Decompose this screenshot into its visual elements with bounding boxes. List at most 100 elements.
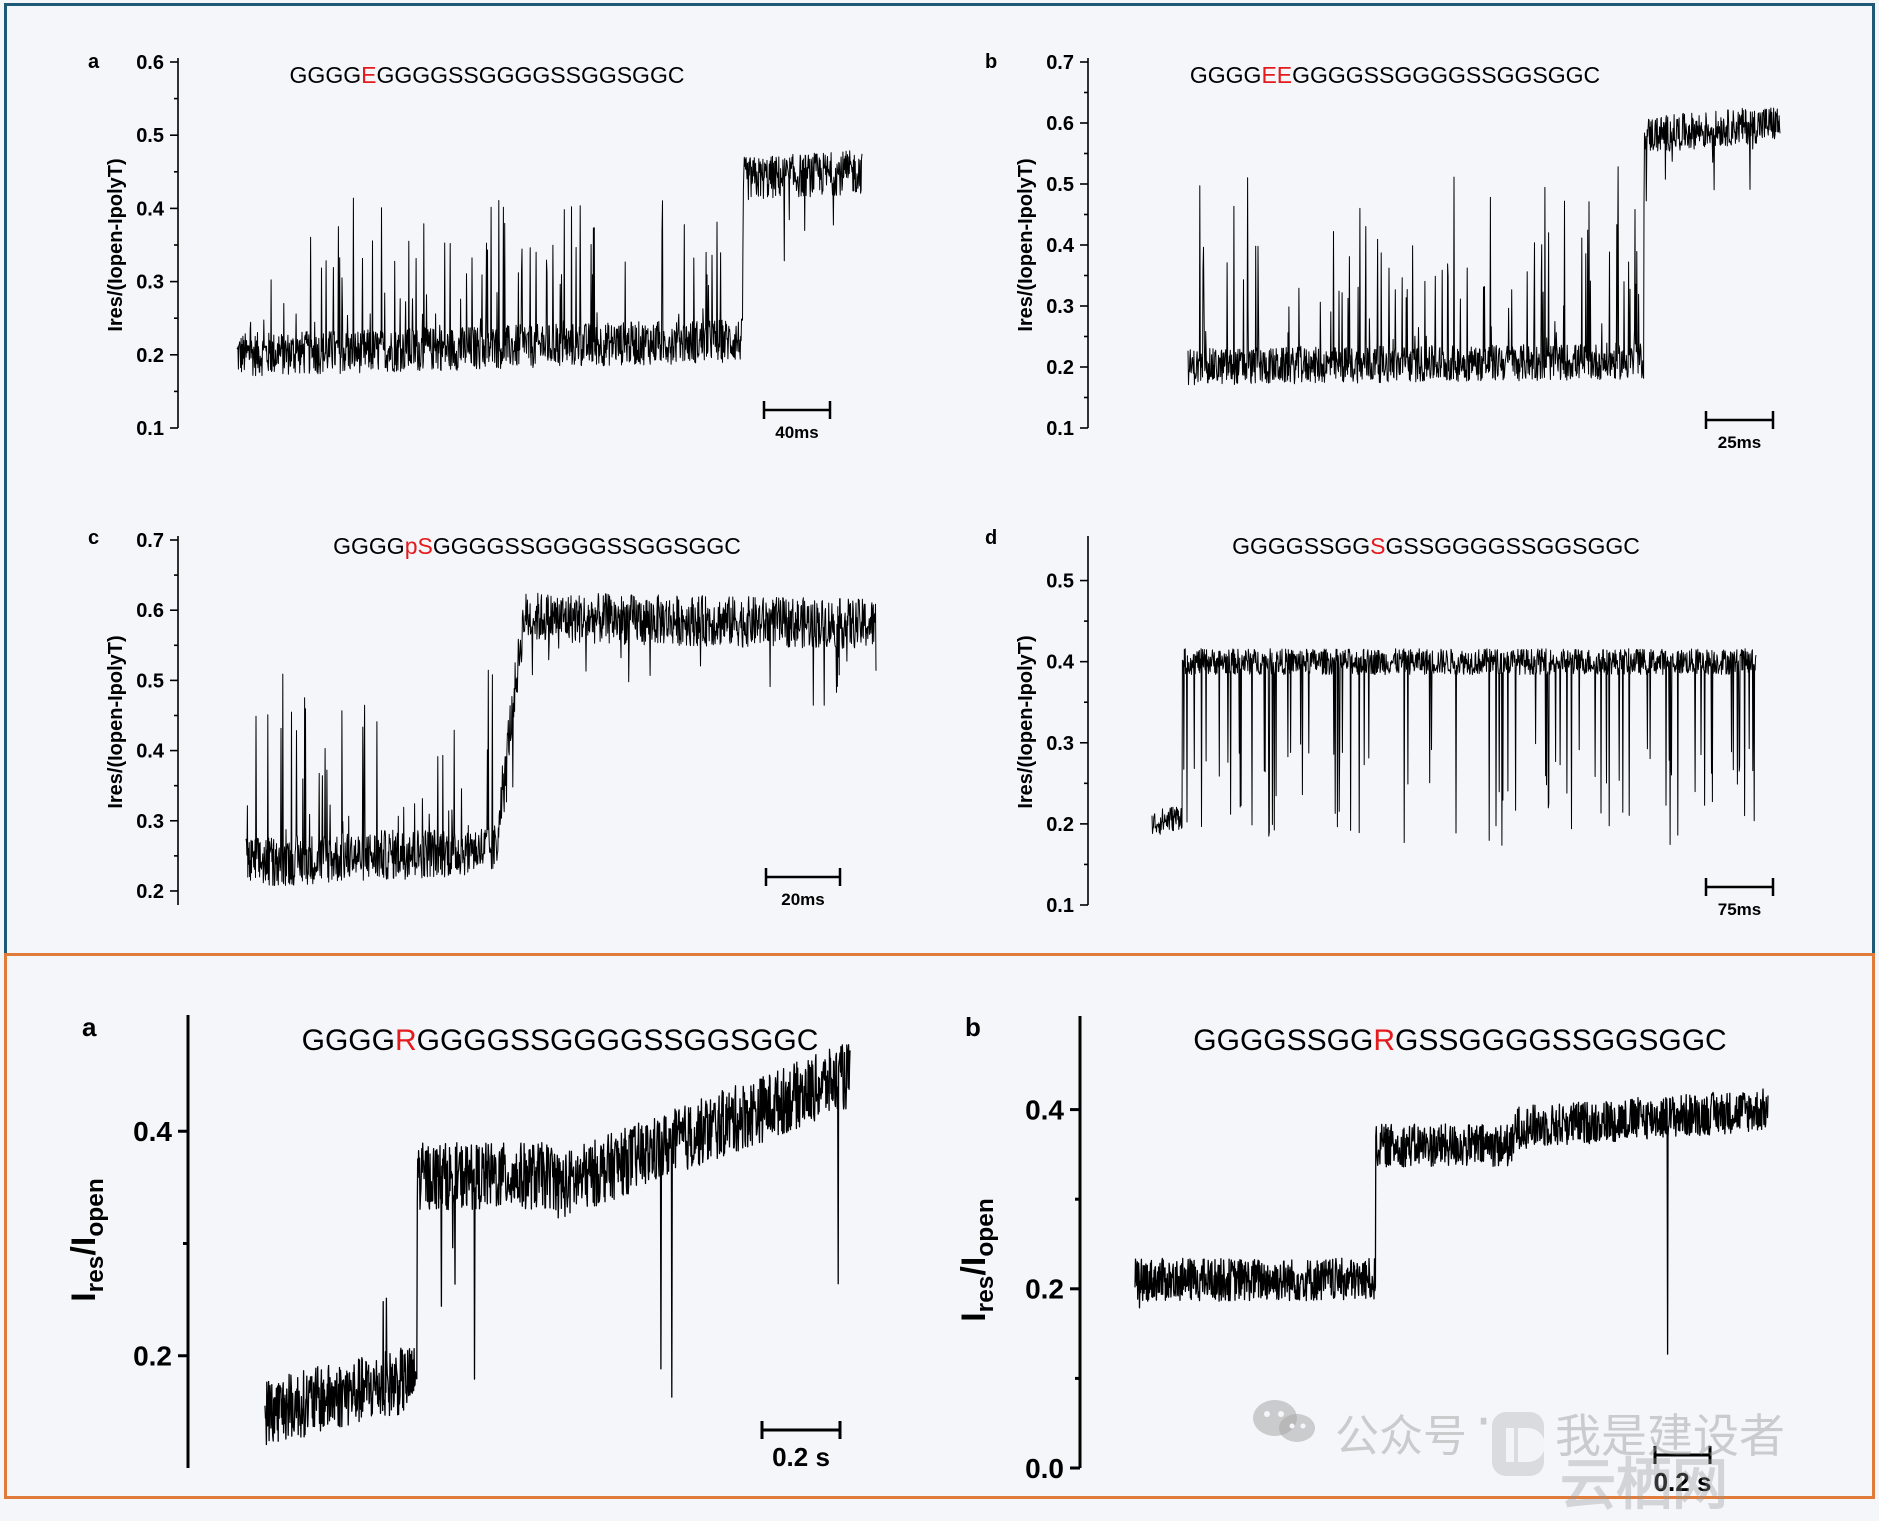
y-label-sub-open: open [972,1198,999,1256]
current-trace [264,1044,851,1446]
chart-panel-top-b: b GGGGEEGGGGSSGGGGSSGGSGGC 0.1 0.2 0.3 0.4 0.5… [985,51,1781,452]
current-trace [236,150,863,377]
y-tick-label: 0.3 [136,272,164,294]
panel-letter: d [985,527,997,549]
y-tick-label: 0.4 [133,1116,172,1147]
current-trace [245,592,877,886]
y-tick-label: 0.4 [136,198,165,220]
y-axis-label: Ires/(Iopen-IpolyT) [1015,635,1037,808]
y-tick-label: 0.3 [1046,733,1074,755]
bottom-figure-frame [4,953,1875,1499]
y-tick-label: 0.2 [1046,357,1074,379]
y-tick-label: 0.2 [1046,814,1074,836]
sequence-prefix: GGGG [1190,62,1262,88]
y-axis-label: Ires/(Iopen-IpolyT) [105,158,127,331]
current-trace [1187,107,1781,386]
y-tick-label: 0.2 [133,1341,172,1372]
y-tick-label: 0.7 [1046,52,1074,74]
y-tick-label: 0.3 [136,811,164,833]
y-label-slash: /I [955,1257,993,1276]
scale-bar-label: 25ms [1718,433,1761,452]
sequence-mutation: EE [1261,62,1292,88]
y-axis-label: Ires/Iopen [955,1198,999,1322]
y-tick-label: 0.1 [1046,418,1074,440]
y-label-main: I [955,1312,993,1321]
watermark-channel: 公众号 [1335,1411,1467,1462]
sequence-title: GGGGpSGGGGSSGGGGSSGGSGGC [333,533,741,559]
sequence-prefix: GGGG [333,533,405,559]
y-tick-label: 0.6 [136,600,164,622]
y-tick-label: 0.4 [1025,1094,1064,1125]
sequence-mutation: pS [405,533,433,559]
y-tick-label: 0.4 [1046,235,1075,257]
sequence-suffix: GGGGSSGGGGSSGGSGGC [376,62,684,88]
panel-letter: b [985,51,997,73]
wechat-icon [1253,1400,1315,1442]
scale-bar-label: 0.2 s [772,1442,830,1472]
sequence-title: GGGGSSGGRGSSGGGGSSGGSGGC [1193,1024,1726,1057]
y-tick-label: 0.1 [136,418,164,440]
chart-panel-top-d: d GGGGSSGGSGSSGGGGSSGGSGGC 0.1 0.2 0.3 0.4 0.5… [985,527,1775,919]
panel-letter: b [965,1012,981,1042]
y-label-sub-res: res [972,1276,999,1313]
sequence-suffix: GGGGSSGGGGSSGGSGGC [417,1024,819,1057]
y-tick-label: 0.7 [136,530,164,552]
watermark-separator: · [1475,1390,1493,1453]
y-label-sub-res: res [82,1256,109,1293]
y-tick-label: 0.4 [136,741,165,763]
sequence-prefix: GGGGSSGG [1232,533,1370,559]
panel-letter: a [82,1012,97,1042]
y-tick-label: 0.5 [136,670,164,692]
sequence-suffix: GGGGSSGGGGSSGGSGGC [1292,62,1600,88]
y-label-main: I [65,1292,103,1301]
watermark-name: 我是建设者 [1555,1409,1785,1463]
site-logo-icon [1492,1412,1545,1476]
y-axis-label: Ires/Iopen [65,1178,109,1302]
scale-bar-label: 75ms [1718,900,1761,919]
y-tick-label: 0.2 [136,881,164,903]
y-tick-label: 0.2 [136,345,164,367]
y-axis-label: Ires/(Iopen-IpolyT) [105,635,127,808]
sequence-mutation: R [395,1024,417,1057]
y-tick-label: 0.0 [1025,1453,1064,1484]
sequence-mutation: R [1373,1024,1395,1057]
y-tick-label: 0.5 [1046,571,1074,593]
scale-bar-label: 0.2 s [1654,1467,1712,1497]
sequence-prefix: GGGG [290,62,362,88]
chart-panel-bottom-a: a GGGGRGGGGSSGGGGSSGGSGGC 0.2 0.4 Ires/Iopen… [65,1012,851,1472]
current-trace [1134,1088,1769,1355]
y-tick-label: 0.4 [1046,652,1075,674]
sequence-title: GGGGSSGGSGSSGGGGSSGGSGGC [1232,533,1640,559]
y-tick-label: 0.3 [1046,296,1074,318]
sequence-suffix: GSSGGGGSSGGSGGC [1386,533,1640,559]
y-tick-label: 0.2 [1025,1274,1064,1305]
sequence-mutation: S [1370,533,1385,559]
y-tick-label: 0.1 [1046,895,1074,917]
panel-letter: a [88,51,100,73]
scale-bar-label: 20ms [781,890,824,909]
sequence-prefix: GGGGSSGG [1193,1024,1373,1057]
watermark-site: 云栖网 [1560,1453,1728,1518]
y-label-sub-open: open [82,1178,109,1236]
chart-panel-top-c: c GGGGpSGGGGSSGGGGSSGGSGGC 0.2 0.3 0.4 0.5 0.6… [88,527,877,909]
current-trace [1151,648,1757,846]
y-tick-label: 0.6 [1046,113,1074,135]
y-axis-label: Ires/(Iopen-IpolyT) [1015,158,1037,331]
sequence-suffix: GSSGGGGSSGGSGGC [1395,1024,1727,1057]
y-tick-label: 0.5 [1046,174,1074,196]
sequence-prefix: GGGG [302,1024,395,1057]
sequence-suffix: GGGGSSGGGGSSGGSGGC [433,533,741,559]
y-tick-label: 0.6 [136,52,164,74]
sequence-mutation: E [361,62,376,88]
sequence-title: GGGGEGGGGSSGGGGSSGGSGGC [290,62,685,88]
scale-bar-label: 40ms [775,423,818,442]
y-tick-label: 0.5 [136,125,164,147]
chart-panel-bottom-b: b GGGGSSGGRGSSGGGGSSGGSGGC 0.0 0.2 0.4 Ires/I… [955,1012,1769,1497]
sequence-title: GGGGEEGGGGSSGGGGSSGGSGGC [1190,62,1600,88]
panel-letter: c [88,527,99,549]
chart-panel-top-a: a GGGGEGGGGSSGGGGSSGGSGGC 0.1 0.2 0.3 0.4 0.5 0… [88,51,863,442]
y-label-slash: /I [65,1237,103,1256]
sequence-title: GGGGRGGGGSSGGGGSSGGSGGC [302,1024,819,1057]
